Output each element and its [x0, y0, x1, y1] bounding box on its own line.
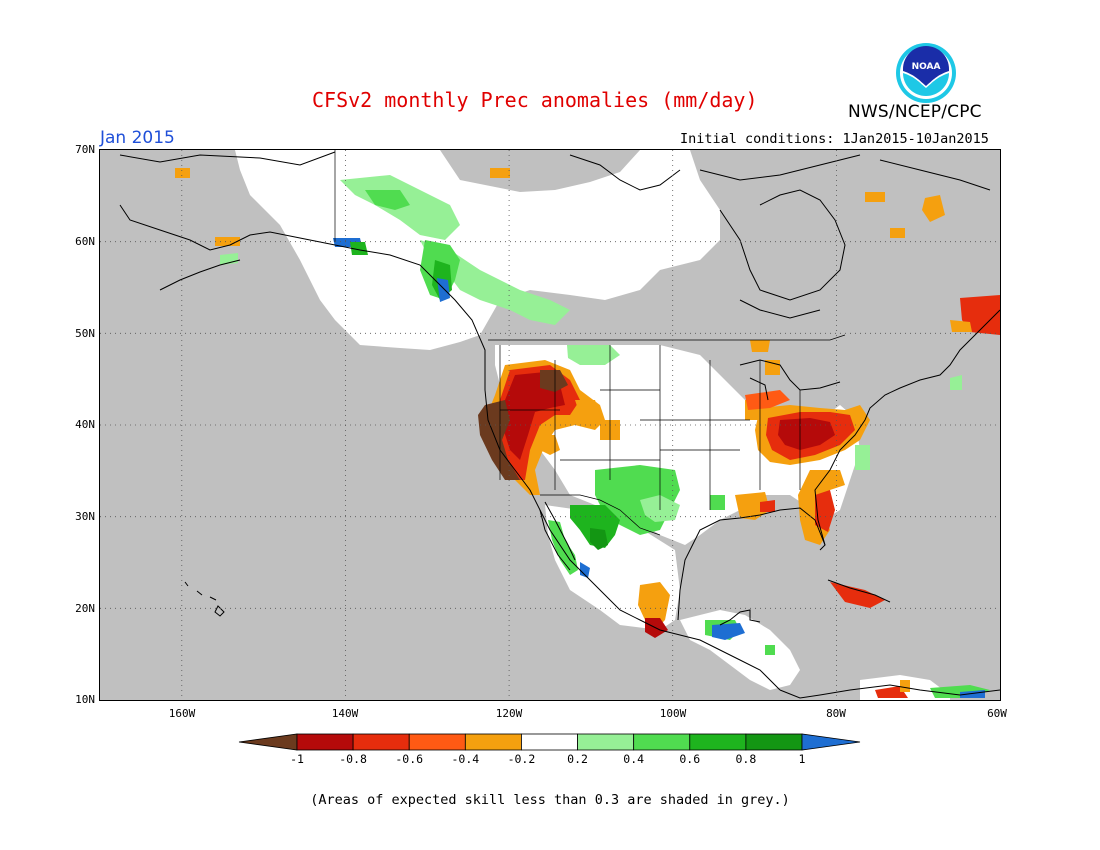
colorbar-label: -0.4 [451, 752, 480, 766]
map-canvas [100, 150, 1000, 700]
colorbar-bin [352, 733, 410, 751]
agency-label: NWS/NCEP/CPC [848, 102, 982, 122]
colorbar-label: -0.2 [507, 752, 536, 766]
colorbar-label: 0.4 [623, 752, 645, 766]
colorbar-label: 0.8 [735, 752, 757, 766]
wet-anomaly-regions [220, 175, 990, 698]
lat-label: 10N [75, 693, 95, 706]
noaa-logo: NOAA [896, 43, 956, 103]
colorbar-label: 0.2 [567, 752, 588, 766]
colorbar-bin [408, 733, 466, 751]
colorbar-label: 1 [798, 752, 806, 766]
colorbar-bin [689, 733, 747, 751]
lon-label: 120W [495, 707, 523, 720]
colorbar-bin [521, 733, 578, 751]
lon-label: 140W [331, 707, 359, 720]
logo-text: NOAA [912, 62, 941, 72]
lon-label: 60W [987, 707, 1007, 720]
white-anomaly-regions [235, 150, 950, 700]
initial-conditions: Initial conditions: 1Jan2015-10Jan2015 [680, 131, 989, 147]
colorbar-label: -1 [290, 752, 304, 766]
colorbar-bin [801, 733, 861, 751]
lat-label: 70N [75, 143, 95, 156]
lat-label: 20N [75, 602, 95, 615]
colorbar-bin [577, 733, 635, 751]
colorbar-label: 0.6 [679, 752, 701, 766]
colorbar-label: -0.6 [395, 752, 424, 766]
lat-label: 50N [75, 327, 95, 340]
lon-label: 80W [826, 707, 846, 720]
coastlines [119, 151, 1000, 699]
dry-anomaly-regions [175, 168, 1000, 698]
colorbar-bin [633, 733, 691, 751]
graticule [100, 150, 1000, 700]
skill-footnote: (Areas of expected skill less than 0.3 a… [310, 792, 790, 808]
colorbar-bin [464, 733, 522, 751]
colorbar-bin [296, 733, 354, 751]
lat-label: 30N [75, 510, 95, 523]
lat-label: 40N [75, 418, 95, 431]
lat-label: 60N [75, 235, 95, 248]
colorbar-label: -0.8 [339, 752, 367, 766]
map-title-text: CFSv2 monthly Prec anomalies (mm/day) [312, 88, 758, 112]
colorbar-bin [238, 733, 298, 751]
lon-label: 100W [659, 707, 687, 720]
colorbar-bin [745, 733, 803, 751]
anomaly-map [99, 149, 1001, 701]
forecast-month: Jan 2015 [100, 128, 175, 148]
lon-label: 160W [168, 707, 196, 720]
